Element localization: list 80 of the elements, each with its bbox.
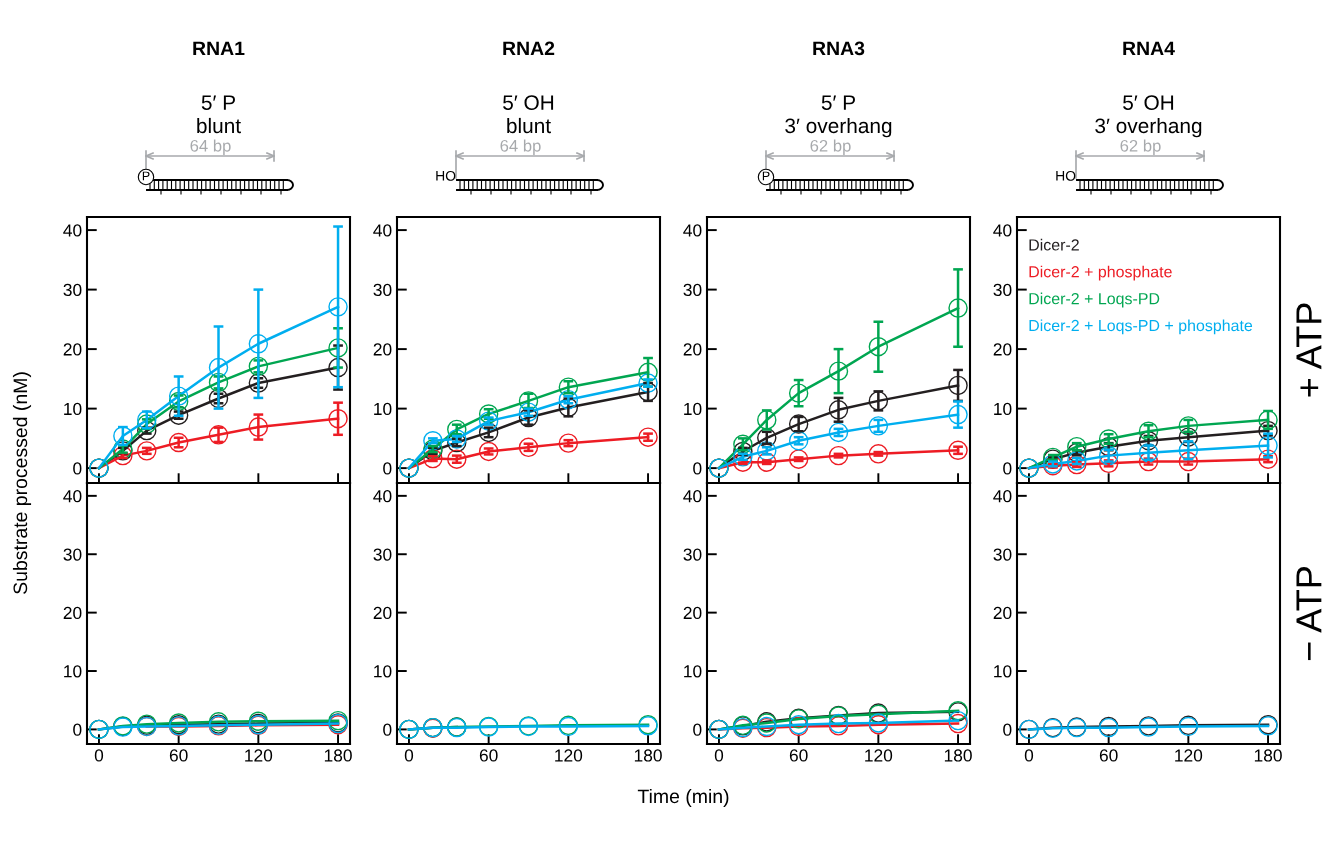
y-tick-label: 40 (993, 224, 1012, 237)
text: Dicer-2 (1029, 238, 1079, 251)
y-axis-title: Substrate processed (nM) (12, 372, 32, 594)
y-tick-label: 0 (73, 462, 82, 475)
x-tick-label: 120 (245, 749, 273, 762)
y-tick-label: 0 (383, 462, 392, 475)
x-tick-label: 0 (94, 749, 104, 762)
y-tick-label: 40 (683, 490, 702, 503)
y-tick-label: 20 (373, 343, 392, 356)
chart-subtitle: 5′ OH blunt (503, 95, 554, 134)
chart-title: RNA1 (193, 41, 245, 56)
y-tick-label: 40 (63, 224, 82, 237)
y-tick-label: 30 (683, 548, 702, 561)
y-tick-label: 10 (994, 402, 1012, 416)
x-axis-title: Time (min) (637, 788, 729, 808)
y2-axis-title: + ATP (1296, 303, 1322, 397)
y-tick-label: 0 (693, 723, 702, 736)
text: HO (436, 170, 456, 181)
x-tick-label: 180 (634, 749, 662, 762)
y-tick-label: 20 (63, 606, 82, 620)
y2-axis-title: − ATP (1296, 567, 1322, 661)
x-tick-label: 60 (1099, 749, 1118, 762)
chart-subtitle: 5′ P 3′ overhang (785, 95, 892, 138)
y-tick-label: 10 (64, 402, 82, 416)
x-tick-label: 120 (865, 749, 893, 762)
y-tick-label: 40 (63, 490, 82, 503)
y-tick-label: 10 (374, 665, 392, 678)
y-tick-label: 0 (383, 723, 392, 736)
text: Dicer-2 + Loqs-PD + phosphate (1029, 319, 1253, 335)
x-tick-label: 0 (714, 749, 724, 762)
chart-subtitle: 5′ OH 3′ overhang (1095, 95, 1202, 138)
chart-title: RNA4 (1123, 41, 1175, 56)
y-tick-label: 10 (994, 665, 1012, 678)
y-tick-label: 40 (683, 224, 702, 237)
y-tick-label: 10 (684, 402, 702, 416)
text: P (762, 171, 770, 181)
y-tick-label: 30 (373, 548, 392, 561)
x-tick-label: 0 (404, 749, 414, 762)
y-tick-label: 20 (373, 606, 392, 620)
y-tick-label: 30 (993, 283, 1012, 297)
chart-subtitle: 5′ P blunt (197, 95, 241, 134)
x-tick-label: 180 (1254, 749, 1282, 762)
text: HO (1056, 170, 1076, 181)
x-tick-label: 60 (789, 749, 808, 762)
y-tick-label: 40 (373, 490, 392, 503)
y-tick-label: 30 (683, 283, 702, 297)
y-tick-label: 30 (993, 548, 1012, 561)
y-tick-label: 0 (1003, 723, 1012, 736)
text: Dicer-2 + Loqs-PD (1029, 292, 1160, 308)
y-tick-label: 0 (693, 462, 702, 475)
text: 64 bp (500, 139, 541, 155)
y-tick-label: 20 (993, 343, 1012, 356)
y-tick-label: 0 (1003, 462, 1012, 475)
y-tick-label: 20 (993, 606, 1012, 620)
y-tick-label: 10 (374, 402, 392, 416)
x-tick-label: 60 (169, 749, 188, 762)
x-tick-label: 0 (1024, 749, 1034, 762)
y-tick-label: 0 (73, 723, 82, 736)
y-tick-label: 10 (64, 665, 82, 678)
y-tick-label: 30 (63, 283, 82, 297)
chart-title: RNA3 (813, 41, 865, 56)
text: P (142, 171, 150, 181)
x-tick-label: 180 (944, 749, 972, 762)
text: Dicer-2 + phosphate (1029, 265, 1172, 281)
y-tick-label: 30 (63, 548, 82, 561)
chart-title: RNA2 (503, 41, 555, 56)
x-tick-label: 120 (555, 749, 583, 762)
y-tick-label: 40 (373, 224, 392, 237)
text: 64 bp (190, 139, 231, 155)
y-tick-label: 30 (373, 283, 392, 297)
y-tick-label: 20 (683, 343, 702, 356)
y-tick-label: 20 (683, 606, 702, 620)
y-tick-label: 10 (684, 665, 702, 678)
text: 62 bp (1120, 139, 1161, 155)
x-tick-label: 180 (324, 749, 352, 762)
y-tick-label: 40 (993, 490, 1012, 503)
y-tick-label: 20 (63, 343, 82, 356)
x-tick-label: 120 (1175, 749, 1203, 762)
text: 62 bp (810, 139, 851, 155)
x-tick-label: 60 (479, 749, 498, 762)
